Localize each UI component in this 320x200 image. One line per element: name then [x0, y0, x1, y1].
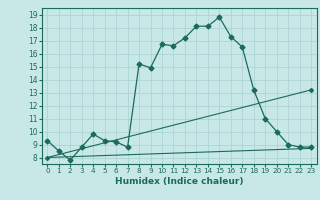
X-axis label: Humidex (Indice chaleur): Humidex (Indice chaleur) — [115, 177, 244, 186]
